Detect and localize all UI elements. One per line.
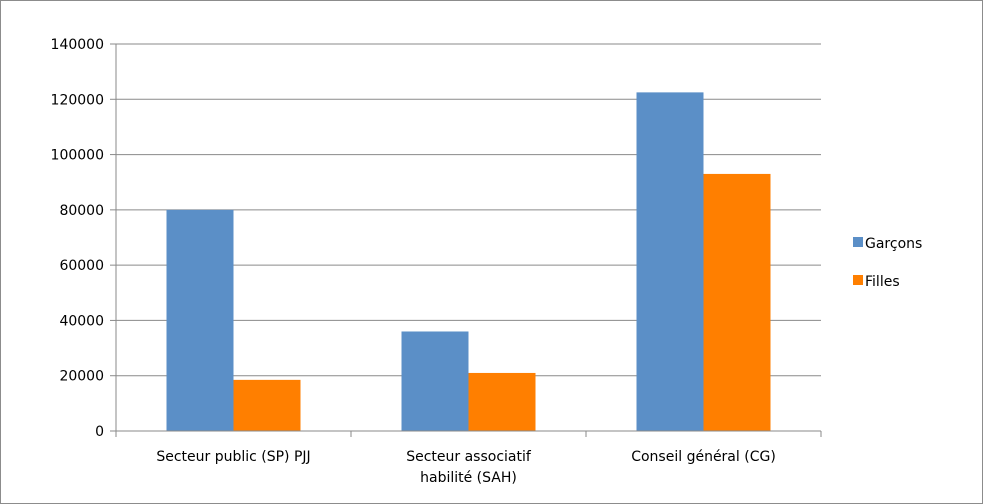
x-category-label: Conseil général (CG) <box>631 449 776 465</box>
y-tick-label: 20000 <box>59 369 104 385</box>
y-tick-label: 140000 <box>51 37 104 53</box>
y-tick-label: 40000 <box>59 313 104 329</box>
y-tick-label: 0 <box>95 424 104 440</box>
y-tick-label: 60000 <box>59 258 104 274</box>
bar-filles <box>468 372 536 431</box>
bars <box>166 92 771 431</box>
axes <box>110 43 822 437</box>
bar-gar-ons <box>636 92 704 431</box>
legend: Garçons Filles <box>853 236 922 290</box>
bar-filles <box>233 379 301 431</box>
legend-label: Garçons <box>865 236 922 252</box>
y-tick-label: 100000 <box>51 148 104 164</box>
x-category-label: habilité (SAH) <box>420 470 517 486</box>
legend-swatch <box>853 237 863 247</box>
y-tick-label: 120000 <box>51 92 104 108</box>
x-category-label: Secteur associatif <box>406 449 532 465</box>
legend-label: Filles <box>865 274 900 290</box>
y-tick-label: 80000 <box>59 203 104 219</box>
bar-gar-ons <box>166 209 234 431</box>
bar-filles <box>703 173 771 431</box>
x-category-label: Secteur public (SP) PJJ <box>156 449 310 465</box>
axis-labels: 0 20000 40000 60000 80000 100000 120000 140000 S… <box>51 37 776 486</box>
legend-swatch <box>853 275 863 285</box>
bar-gar-ons <box>401 331 469 431</box>
